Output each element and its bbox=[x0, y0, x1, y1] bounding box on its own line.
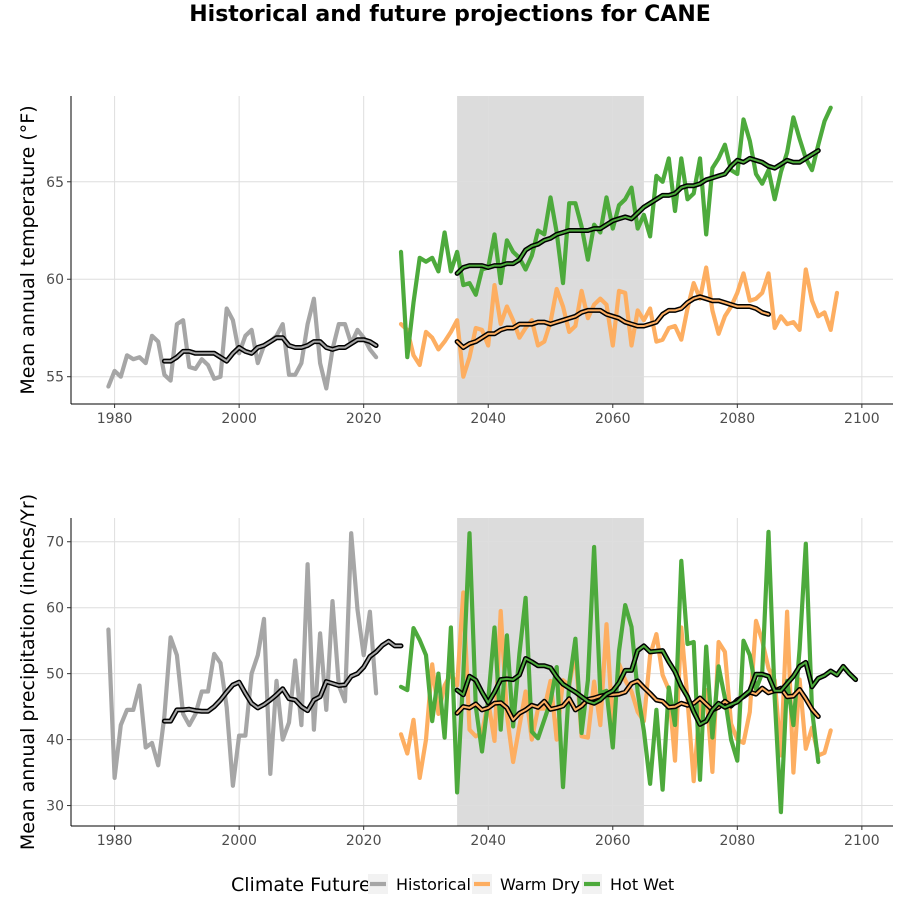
panel-2: 1980 2000 2020 2040 2060 2080 2100 30 40 50 60 70 Me… bbox=[17, 494, 893, 850]
chart-title: Historical and future projections for CA… bbox=[189, 2, 711, 27]
legend-label: Historical bbox=[396, 875, 471, 894]
legend-label: Warm Dry bbox=[500, 875, 580, 894]
x-tick-label: 2020 bbox=[346, 833, 382, 849]
x-tick-label: 1980 bbox=[97, 833, 133, 849]
trend-line-hot-wet bbox=[456, 644, 857, 726]
legend-title: Climate Future bbox=[231, 874, 371, 896]
legend-item-hot-wet: Hot Wet bbox=[582, 874, 674, 894]
series-line-hot-wet bbox=[398, 105, 833, 360]
x-tick-label: 2020 bbox=[346, 411, 382, 427]
legend-item-warm-dry: Warm Dry bbox=[472, 874, 580, 894]
y-tick-label: 60 bbox=[46, 601, 64, 617]
panel-1: 1980 2000 2020 2040 2060 2080 2100 55 60 65 Mean a… bbox=[17, 96, 893, 427]
chart-panels: 1980 2000 2020 2040 2060 2080 2100 55 60 65 Mean a… bbox=[17, 96, 893, 850]
trend-line-historical bbox=[163, 336, 378, 363]
x-tick-label: 2040 bbox=[470, 833, 506, 849]
x-tick-label: 2040 bbox=[470, 411, 506, 427]
y-tick-label: 60 bbox=[46, 272, 64, 288]
trend-line-historical bbox=[163, 640, 402, 723]
y-tick-label: 55 bbox=[46, 370, 64, 386]
series-line-warm-dry bbox=[398, 265, 840, 379]
series-line-hot-wet bbox=[398, 529, 821, 815]
x-tick-label: 2060 bbox=[595, 833, 631, 849]
trend-line-warm-dry bbox=[456, 295, 770, 349]
x-tick-label: 2060 bbox=[595, 411, 631, 427]
legend-label: Hot Wet bbox=[610, 875, 674, 894]
x-tick-label: 2100 bbox=[844, 411, 880, 427]
legend-item-historical: Historical bbox=[368, 874, 471, 894]
series-line-historical bbox=[106, 296, 379, 391]
y-tick-label: 70 bbox=[46, 535, 64, 551]
trend-line-hot-wet bbox=[456, 149, 820, 275]
x-tick-label: 2080 bbox=[719, 411, 755, 427]
y-tick-label: 40 bbox=[46, 733, 64, 749]
x-tick-label: 2000 bbox=[221, 833, 257, 849]
x-tick-label: 2100 bbox=[844, 833, 880, 849]
legend: Climate Future Historical Warm Dry Hot Wet bbox=[231, 874, 674, 896]
x-tick-label: 2000 bbox=[221, 411, 257, 427]
trend-line-warm-dry bbox=[456, 679, 820, 721]
y-tick-label: 65 bbox=[46, 175, 64, 191]
series-line-historical bbox=[106, 531, 379, 788]
y-axis-label: Mean annual precipitation (inches/Yr) bbox=[17, 494, 39, 850]
shaded-period bbox=[457, 96, 644, 404]
x-tick-label: 2080 bbox=[719, 833, 755, 849]
x-tick-label: 1980 bbox=[97, 411, 133, 427]
y-tick-label: 50 bbox=[46, 667, 64, 683]
y-axis-label: Mean annual temperature (°F) bbox=[17, 105, 39, 394]
y-tick-label: 30 bbox=[46, 799, 64, 815]
